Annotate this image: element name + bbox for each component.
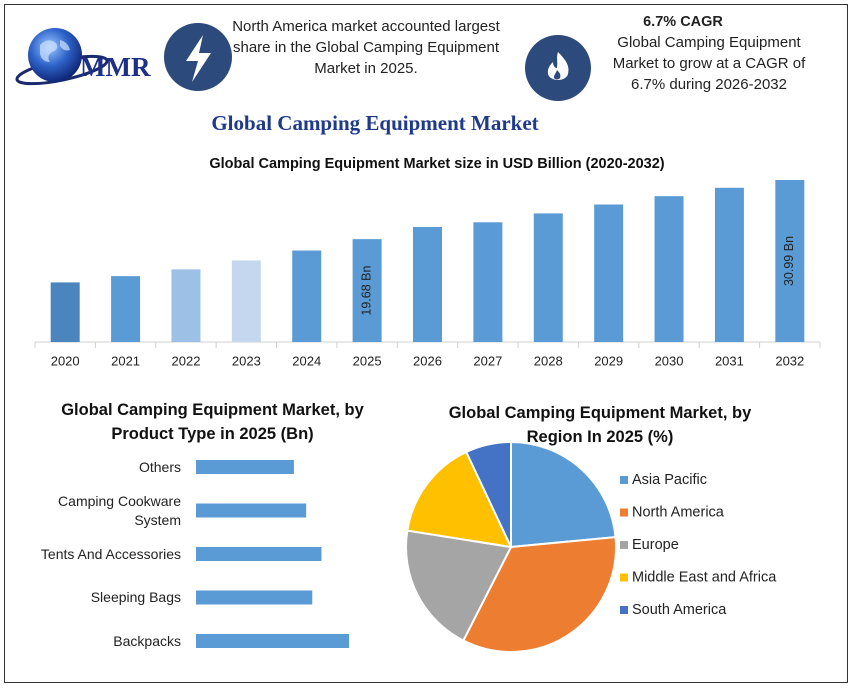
- legend-swatch: [620, 508, 628, 517]
- bar: [50, 282, 80, 342]
- category-label: Backpacks: [113, 632, 181, 649]
- bar: [231, 260, 261, 342]
- value-label: 30.99 Bn: [782, 236, 796, 286]
- logo-globe: [28, 28, 82, 82]
- bar: [594, 204, 624, 342]
- cagr-text: Global Camping Equipment Market to grow …: [612, 34, 806, 93]
- x-tick-label: 2022: [172, 353, 201, 368]
- x-tick-label: 2030: [655, 353, 684, 368]
- bar: [533, 213, 563, 342]
- value-label: 19.68 Bn: [359, 265, 373, 315]
- legend-swatch: [620, 573, 628, 582]
- bar: [292, 250, 322, 342]
- x-tick-label: 2026: [413, 353, 442, 368]
- legend-swatch: [620, 476, 628, 484]
- bar: [196, 460, 294, 474]
- x-tick-label: 2031: [715, 353, 744, 368]
- flame: [547, 52, 569, 80]
- flame-core: [554, 70, 561, 80]
- bar: [111, 276, 141, 342]
- x-tick-label: 2032: [775, 353, 804, 368]
- x-tick-label: 2023: [232, 353, 261, 368]
- category-label: Tents And Accessories: [40, 545, 181, 562]
- bar: [654, 196, 684, 342]
- legend-swatch: [620, 606, 628, 614]
- legend-label: Europe: [632, 537, 679, 553]
- share-note: North America market accounted largest s…: [232, 18, 500, 77]
- x-tick-label: 2024: [292, 353, 321, 368]
- bar: [775, 180, 805, 342]
- chart-title: Global Camping Equipment Market size in …: [209, 156, 665, 172]
- chart-title: Global Camping Equipment Market, by Prod…: [61, 401, 364, 443]
- legend-label: Asia Pacific: [632, 472, 707, 488]
- legend-label: South America: [632, 602, 727, 618]
- bar: [714, 187, 744, 342]
- bar: [196, 547, 322, 561]
- bolt: [186, 35, 211, 82]
- legend-label: North America: [632, 504, 725, 520]
- category-label: Sleeping Bags: [90, 589, 181, 605]
- pie-slice: [464, 440, 512, 548]
- legend-swatch: [620, 541, 628, 549]
- x-tick-label: 2028: [534, 353, 563, 368]
- cagr-title: 6.7% CAGR: [643, 14, 723, 30]
- pie-slice: [406, 450, 513, 549]
- pie-slice: [510, 440, 617, 549]
- bar: [352, 239, 382, 342]
- x-tick-label: 2027: [473, 353, 502, 368]
- bar: [413, 226, 442, 342]
- category-label: Camping Cookware System: [58, 492, 181, 528]
- chart-title: Global Camping Equipment Market, by Regi…: [448, 404, 752, 446]
- x-tick-label: 2029: [594, 353, 623, 368]
- page-title: Global Camping Equipment Market: [211, 111, 539, 135]
- legend-label: Middle East and Africa: [632, 569, 777, 585]
- pie-slice: [405, 529, 513, 642]
- bar: [171, 269, 201, 342]
- logo-land: [40, 40, 70, 62]
- bar: [196, 634, 349, 648]
- frame: [4, 4, 848, 683]
- bar: [196, 590, 313, 605]
- x-tick-label: 2021: [111, 353, 140, 368]
- x-tick-label: 2025: [353, 353, 382, 368]
- bar: [473, 222, 503, 342]
- x-tick-label: 2020: [51, 353, 80, 368]
- category-label: Others: [138, 458, 181, 475]
- bar: [196, 503, 307, 518]
- logo-text: MMR: [80, 52, 151, 82]
